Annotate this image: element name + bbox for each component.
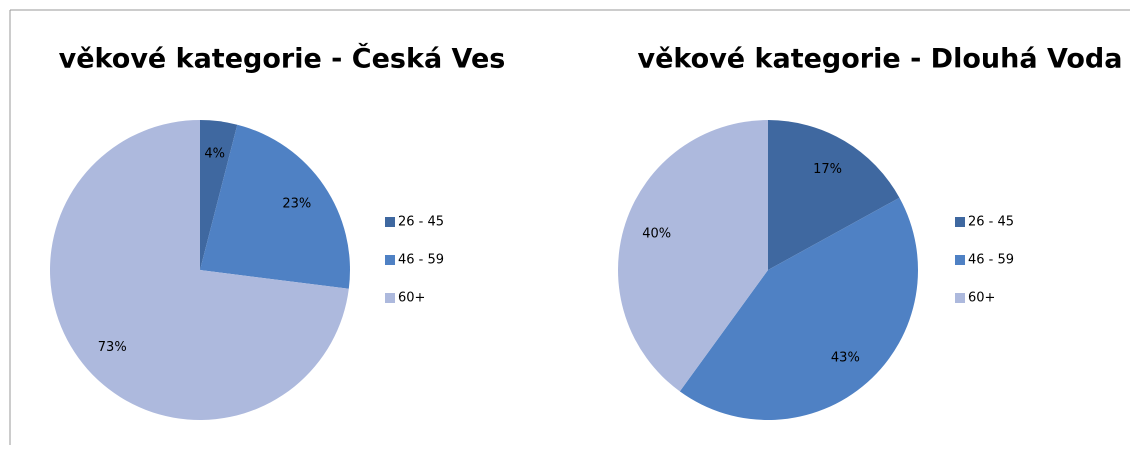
pie-slice — [50, 120, 349, 420]
data-label: 4% — [204, 146, 225, 161]
pie-slice — [200, 124, 350, 289]
chart-title: věkové kategorie - Dlouhá Voda — [638, 44, 1123, 75]
legend-label: 60+ — [968, 291, 995, 306]
chart-title: věkové kategorie - Česká Ves — [59, 43, 506, 75]
data-label: 40% — [642, 226, 671, 241]
data-label: 17% — [813, 162, 842, 177]
legend-label: 46 - 59 — [968, 253, 1014, 268]
legend-label: 26 - 45 — [968, 215, 1014, 230]
legend-swatch — [955, 255, 965, 265]
legend-swatch — [385, 217, 395, 227]
legend-label: 26 - 45 — [398, 215, 444, 230]
legend-swatch — [955, 217, 965, 227]
pie-slice — [679, 197, 919, 421]
legend-label: 60+ — [398, 291, 425, 306]
pie-slice — [768, 120, 900, 270]
legend-swatch — [385, 293, 395, 303]
data-label: 23% — [282, 197, 311, 212]
legend-label: 46 - 59 — [398, 253, 444, 268]
pie-slice — [200, 120, 238, 270]
pie-slice — [618, 120, 768, 392]
legend-swatch — [955, 293, 965, 303]
data-label: 43% — [831, 350, 860, 365]
data-label: 73% — [98, 340, 127, 355]
legend-swatch — [385, 255, 395, 265]
